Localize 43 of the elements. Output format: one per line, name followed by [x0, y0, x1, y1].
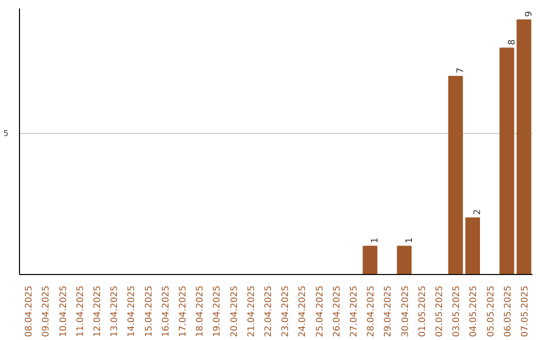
x-tick-label: 03.05.2025 — [452, 286, 462, 338]
x-tick-label: 16.04.2025 — [161, 286, 172, 338]
x-tick-label: 30.04.2025 — [400, 286, 411, 338]
x-tick-label: 23.04.2025 — [281, 286, 292, 338]
x-tick-label: 25.04.2025 — [315, 286, 326, 338]
bar — [396, 246, 412, 274]
x-tick-label: 15.04.2025 — [144, 286, 154, 338]
data-label: 1 — [404, 237, 415, 244]
bar — [362, 246, 378, 274]
x-tick-label: 19.04.2025 — [212, 286, 223, 338]
x-tick-label: 02.05.2025 — [434, 286, 445, 338]
data-label: 1 — [370, 237, 381, 244]
x-tick-label: 18.04.2025 — [196, 286, 206, 338]
x-tick-label: 01.05.2025 — [418, 286, 428, 338]
x-tick-label: 12.04.2025 — [92, 286, 103, 338]
x-tick-label: 07.05.2025 — [520, 286, 530, 338]
x-tick-label: 28.04.2025 — [366, 286, 377, 338]
data-label: 7 — [456, 68, 466, 74]
bar — [500, 48, 514, 274]
x-tick-label: 11.04.2025 — [76, 286, 86, 338]
data-label: 9 — [524, 10, 534, 17]
x-tick-label: 21.04.2025 — [246, 286, 257, 338]
x-tick-label: 04.05.2025 — [469, 286, 480, 338]
x-tick-label: 27.04.2025 — [349, 286, 360, 338]
bar — [465, 217, 480, 274]
x-tick-label: 20.04.2025 — [230, 286, 240, 338]
bar — [448, 76, 463, 274]
x-tick-label: 26.04.2025 — [332, 286, 342, 338]
x-tick-label: 24.04.2025 — [298, 286, 308, 338]
x-tick-label: 05.05.2025 — [486, 286, 496, 338]
x-tick-label: 13.04.2025 — [110, 286, 120, 338]
x-tick-label: 14.04.2025 — [127, 286, 138, 338]
y-tick-label: 5 — [3, 129, 9, 138]
x-tick-label: 08.04.2025 — [24, 286, 35, 338]
bar — [516, 19, 532, 274]
x-tick-label: 22.04.2025 — [264, 286, 274, 338]
x-tick-label: 17.04.2025 — [178, 286, 188, 338]
x-tick-label: 10.04.2025 — [58, 286, 69, 338]
x-tick-label: 06.05.2025 — [503, 286, 514, 338]
x-tick-label: 29.04.2025 — [384, 286, 394, 338]
data-label: 8 — [507, 39, 518, 46]
x-tick-label: 09.04.2025 — [42, 286, 52, 338]
data-label: 2 — [473, 209, 484, 215]
